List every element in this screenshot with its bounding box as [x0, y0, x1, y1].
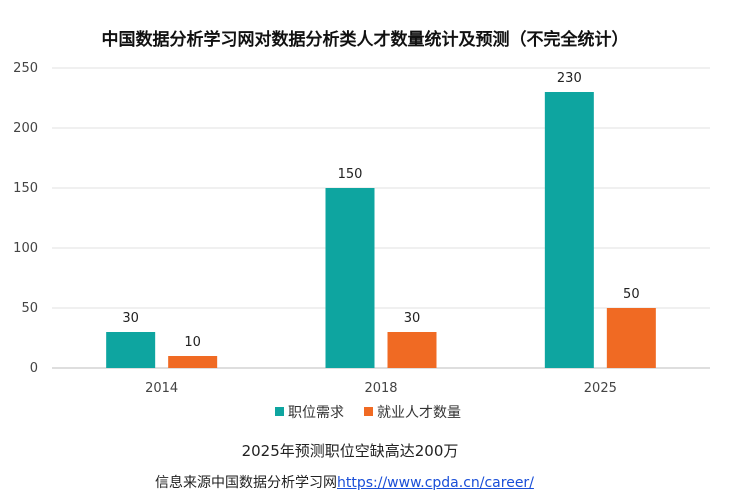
data-label: 150	[338, 167, 363, 182]
source-line: 信息来源中国数据分析学习网https://www.cpda.cn/career/	[155, 472, 534, 492]
x-tick-label: 2014	[145, 381, 178, 396]
bar-2014-series-1	[168, 356, 218, 368]
gridlines	[52, 67, 710, 369]
y-tick-label: 0	[30, 361, 38, 376]
data-label: 30	[404, 311, 421, 326]
forecast-note: 2025年预测职位空缺高达200万	[241, 442, 459, 460]
x-axis: 2014 2018 2025	[145, 381, 617, 396]
data-label: 230	[557, 71, 582, 86]
y-tick-label: 150	[13, 181, 38, 196]
bar-2018-series-1	[387, 332, 437, 368]
data-label: 50	[623, 287, 640, 302]
bars	[106, 92, 656, 368]
legend-label-0: 职位需求	[288, 405, 344, 421]
source-prefix: 信息来源中国数据分析学习网	[155, 475, 337, 491]
y-axis: 0 50 100 150 200 250	[13, 61, 38, 376]
bar-2025-series-1	[606, 308, 656, 368]
y-tick-label: 200	[13, 121, 38, 136]
y-tick-label: 100	[13, 241, 38, 256]
data-labels: 30 10 150 30 230 50	[122, 71, 639, 350]
bar-2014-series-0	[106, 332, 156, 368]
y-tick-label: 250	[13, 61, 38, 76]
bar-2018-series-0	[325, 188, 375, 368]
data-label: 30	[122, 311, 139, 326]
source-link[interactable]: https://www.cpda.cn/career/	[337, 475, 534, 491]
data-label: 10	[184, 335, 201, 350]
bar-2025-series-0	[544, 92, 594, 368]
legend-swatch-1	[364, 407, 373, 416]
y-tick-label: 50	[21, 301, 38, 316]
legend: 职位需求 就业人才数量	[275, 405, 461, 421]
chart-title: 中国数据分析学习网对数据分析类人才数量统计及预测（不完全统计）	[102, 29, 629, 50]
legend-swatch-0	[275, 407, 284, 416]
x-tick-label: 2025	[584, 381, 617, 396]
x-tick-label: 2018	[364, 381, 397, 396]
legend-label-1: 就业人才数量	[377, 405, 461, 421]
